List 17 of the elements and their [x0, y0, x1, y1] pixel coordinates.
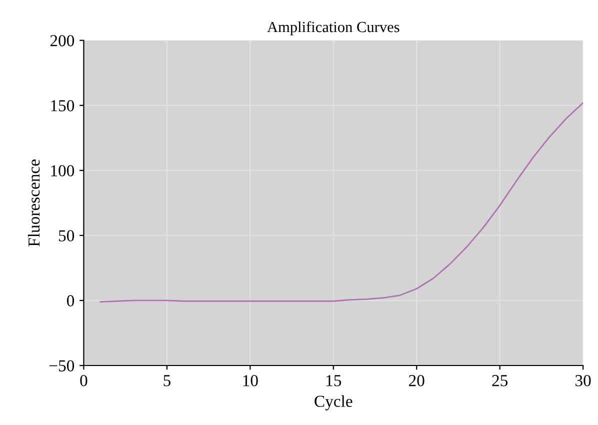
y-tick-label: −50	[49, 360, 74, 372]
y-tick-label: 200	[50, 35, 74, 46]
chart-title: Amplification Curves	[267, 21, 400, 36]
x-tick-label: 10	[243, 375, 258, 386]
line-series	[100, 102, 584, 302]
y-tick-label: 50	[58, 230, 74, 242]
x-tick-label: 25	[492, 375, 508, 386]
y-axis-title: Fluorescence	[28, 160, 40, 246]
y-tick-label: 150	[51, 100, 74, 112]
x-tick-label: 15	[326, 375, 342, 386]
x-axis-title: Cycle	[314, 395, 352, 410]
x-tick-label: 30	[576, 375, 591, 386]
y-tick-label: 0	[66, 295, 74, 306]
x-tick-label: 20	[409, 375, 424, 386]
x-tick-label: 5	[164, 375, 170, 386]
x-tick-label: 0	[80, 375, 88, 386]
y-tick-label: 100	[51, 165, 74, 176]
